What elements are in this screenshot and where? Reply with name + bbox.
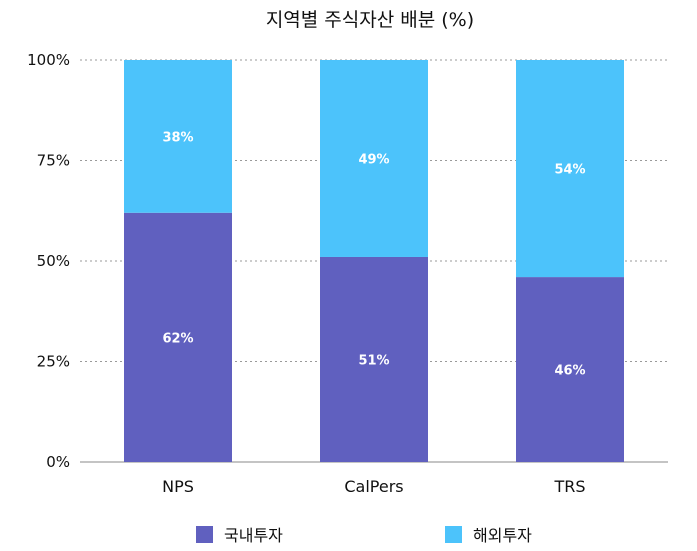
- data-label: 49%: [358, 152, 389, 167]
- bars: 62% 38% 51% 49% 46% 54%: [124, 60, 624, 462]
- y-axis: 0% 25% 50% 75% 100%: [27, 51, 70, 471]
- y-tick-label: 0%: [46, 453, 70, 471]
- legend-swatch: [196, 526, 213, 543]
- bar-segment: [320, 60, 428, 257]
- data-label: 38%: [162, 130, 193, 145]
- x-tick-label: TRS: [553, 477, 585, 496]
- bar-segment: [320, 256, 428, 462]
- bar-segment: [124, 212, 232, 462]
- legend-swatch: [445, 526, 462, 543]
- data-label: 62%: [162, 331, 193, 346]
- legend: 국내투자 해외투자: [196, 526, 532, 545]
- data-label: 51%: [358, 353, 389, 368]
- y-tick-label: 75%: [37, 152, 70, 170]
- legend-label: 국내투자: [224, 526, 283, 545]
- bar-segment: [124, 60, 232, 213]
- bar-segment: [516, 277, 624, 462]
- y-tick-label: 25%: [37, 353, 70, 371]
- legend-label: 해외투자: [473, 526, 532, 545]
- legend-item: 국내투자: [196, 526, 283, 545]
- chart-title: 지역별 주식자산 배분 (%): [266, 9, 474, 31]
- y-tick-label: 50%: [37, 252, 70, 270]
- x-tick-label: CalPers: [344, 477, 403, 496]
- y-tick-label: 100%: [27, 51, 70, 69]
- bar-segment: [516, 60, 624, 278]
- data-label: 54%: [554, 163, 585, 178]
- x-axis: NPS CalPers TRS: [162, 477, 585, 496]
- x-tick-label: NPS: [162, 477, 194, 496]
- legend-item: 해외투자: [445, 526, 532, 545]
- data-label: 46%: [554, 364, 585, 379]
